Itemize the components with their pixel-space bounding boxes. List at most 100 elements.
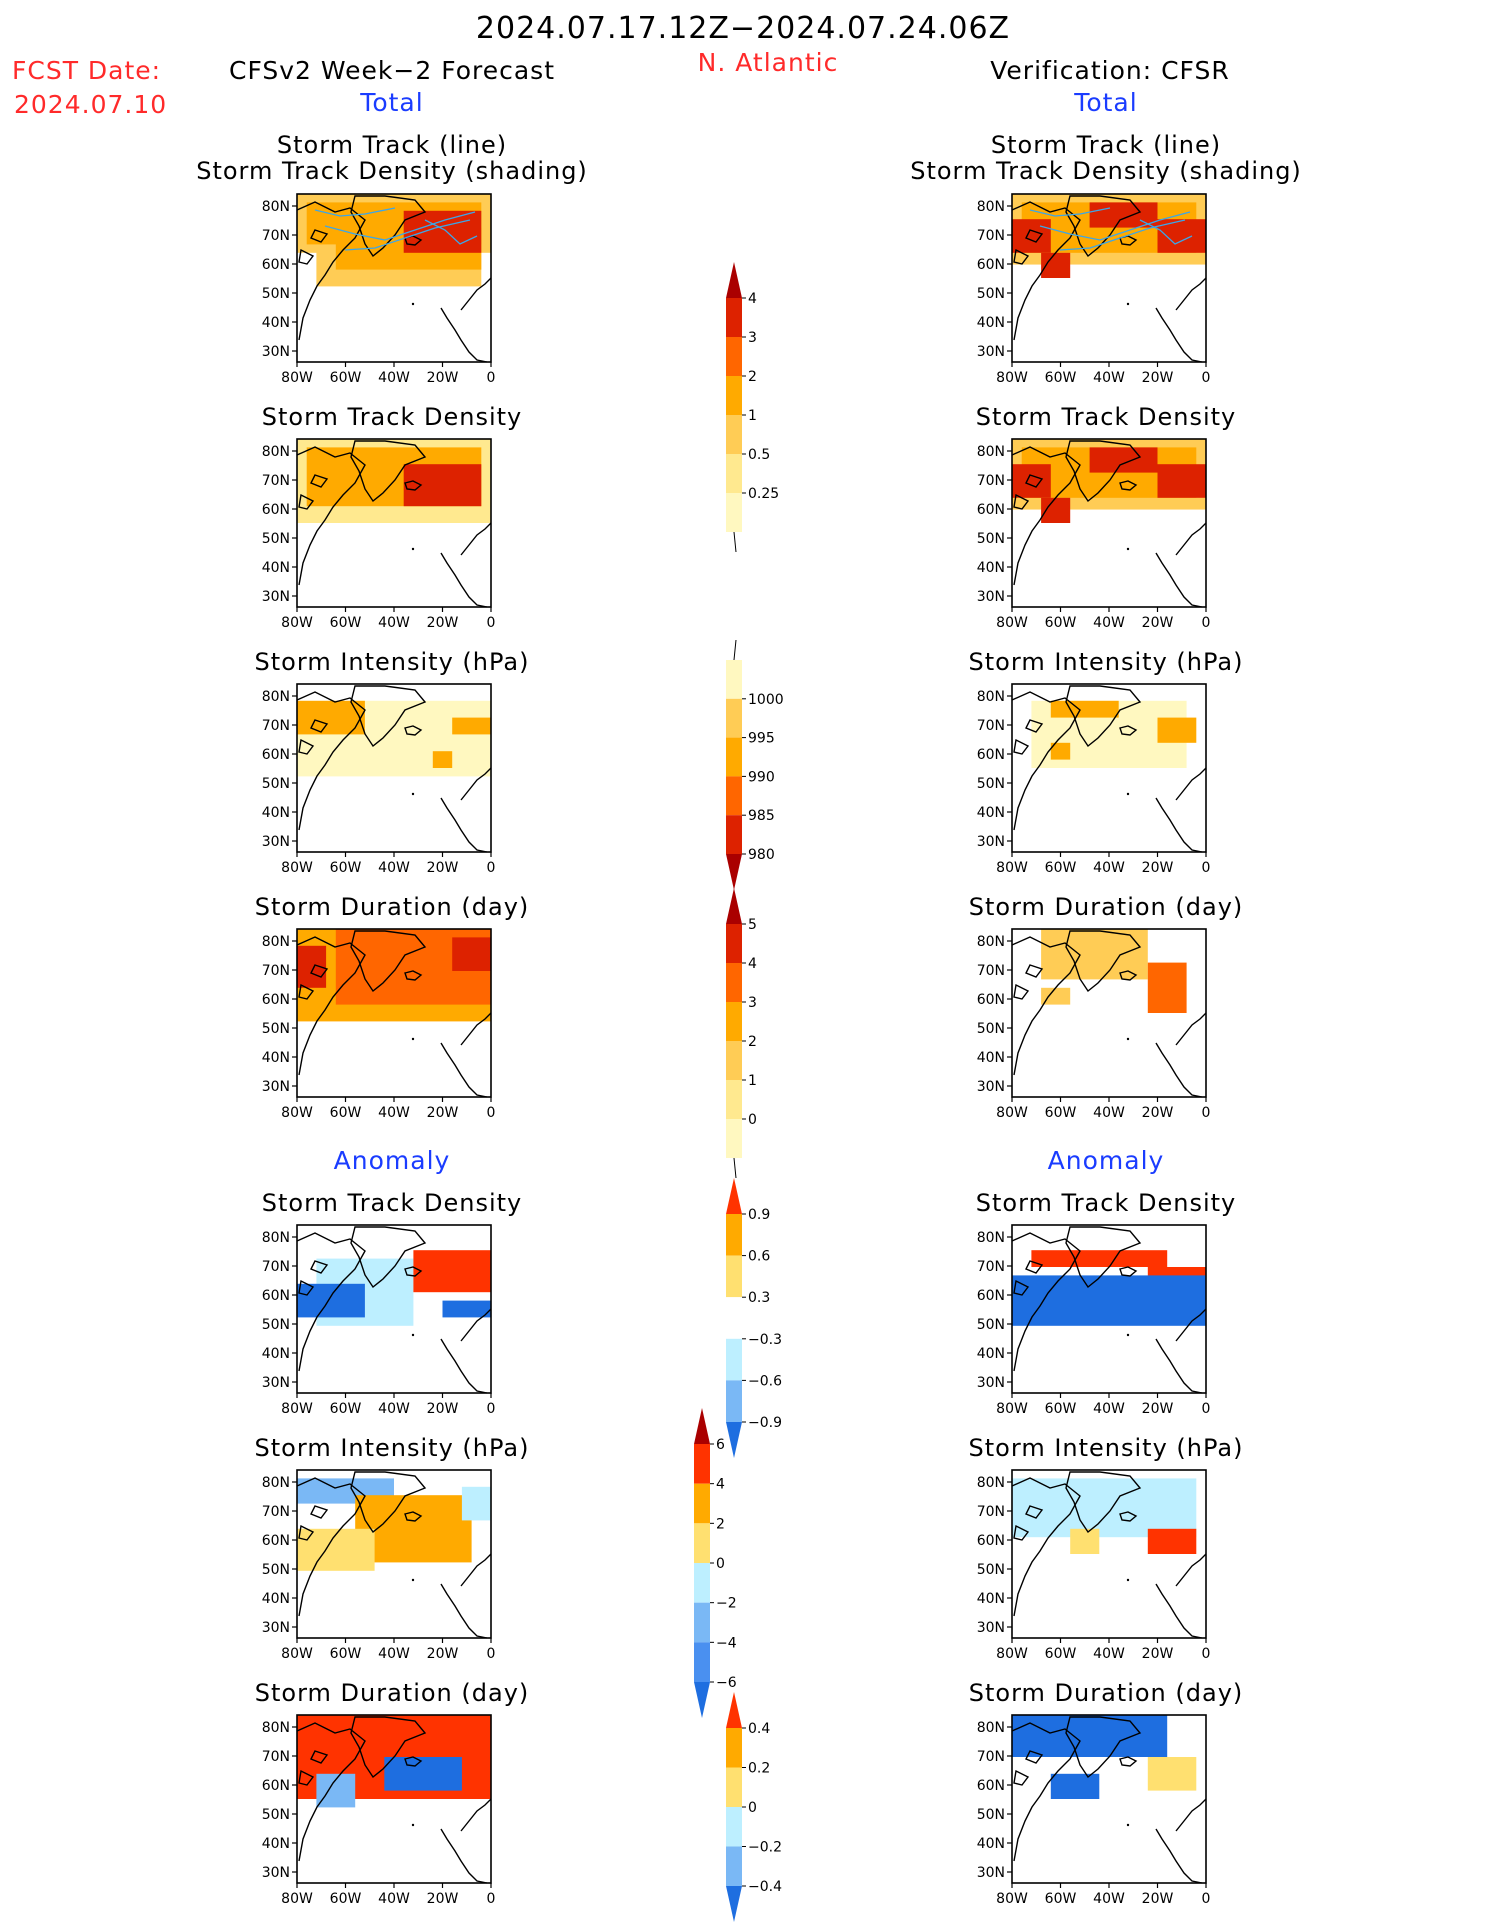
colorbar-tail — [733, 531, 737, 552]
panel-title-density-left: Storm Track Density — [261, 403, 523, 431]
colorbar-segment — [694, 1444, 710, 1484]
coastline — [460, 277, 492, 311]
lat-label: 70N — [977, 963, 1005, 979]
coastline — [1065, 1716, 1142, 1779]
coastline — [1025, 719, 1044, 733]
lon-label: 0 — [1202, 370, 1210, 385]
lon-label: 0 — [487, 1105, 495, 1120]
lon-label: 20W — [427, 1646, 459, 1661]
lat-label: 30N — [262, 834, 290, 850]
coastline — [310, 1505, 329, 1519]
colorbar-segment — [694, 1602, 710, 1643]
colorbar-segment — [726, 454, 742, 493]
lon-label: 60W — [1045, 615, 1077, 630]
forecast-title: CFSv2 Week−2 Forecast — [229, 56, 555, 85]
lon-label: 80W — [281, 370, 313, 385]
lat-label: 80N — [977, 934, 1005, 950]
colorbar-intensity: 1000 995 990 985 980 — [726, 640, 784, 890]
map-anom-intensity-verification: 80N 70N 60N 50N 40N 30N 80W 60W 40W 20W 0 — [977, 1469, 1210, 1661]
lat-label: 30N — [977, 589, 1005, 605]
colorbar-segment — [726, 1728, 742, 1768]
colorbar-anom-density: 0.9 0.6 0.3 −0.3 −0.6 −0.9 — [726, 1178, 782, 1458]
coastline — [1155, 1583, 1203, 1639]
colorbar-label: −0.9 — [748, 1415, 782, 1431]
lon-label: 0 — [487, 1401, 495, 1416]
lon-label: 40W — [1093, 1105, 1125, 1120]
anomaly-label-right: Anomaly — [1047, 1146, 1165, 1175]
coastline — [1065, 930, 1142, 993]
lon-label: 20W — [427, 1105, 459, 1120]
coastline — [440, 1828, 488, 1884]
island-dot — [1126, 1333, 1130, 1337]
lon-label: 0 — [487, 370, 495, 385]
panel-title-track-shading-left: Storm Track Density (shading) — [196, 157, 588, 185]
colorbar-segment — [726, 924, 742, 963]
lon-label: 80W — [996, 615, 1028, 630]
island-dot — [1126, 547, 1130, 551]
coastline — [1013, 1524, 1030, 1541]
colorbar-label: 1 — [748, 1073, 757, 1089]
coastline — [1011, 1477, 1081, 1617]
storm-track — [424, 219, 478, 245]
field-cell — [1012, 1715, 1168, 1757]
lon-label: 80W — [996, 1401, 1028, 1416]
field-cell — [1031, 1250, 1168, 1267]
island-dot — [1126, 1823, 1130, 1827]
storm-track — [1139, 219, 1193, 245]
lon-label: 40W — [378, 615, 410, 630]
total-label-right: Total — [1074, 88, 1138, 117]
coastline — [296, 1722, 366, 1862]
total-label-left: Total — [360, 88, 424, 117]
storm-track — [344, 219, 471, 251]
colorbar-arrow — [726, 262, 742, 298]
coastline — [298, 1769, 315, 1786]
lat-label: 60N — [262, 992, 290, 1008]
colorbar-arrow — [726, 1692, 742, 1728]
field-cell — [1147, 1757, 1197, 1791]
coastline — [460, 1798, 492, 1832]
storm-track — [324, 211, 476, 241]
lon-label: 40W — [1093, 1646, 1125, 1661]
coastline — [1065, 440, 1142, 503]
lon-label: 60W — [1045, 1105, 1077, 1120]
field-cell — [461, 1486, 491, 1521]
coastline — [1175, 522, 1207, 556]
coastline — [1175, 277, 1207, 311]
coastline — [298, 738, 315, 755]
lon-label: 20W — [427, 860, 459, 875]
coastline — [1119, 725, 1138, 736]
colorbar-label: 980 — [748, 847, 775, 863]
coastline — [350, 685, 427, 748]
lat-label: 60N — [262, 1778, 290, 1794]
colorbar-segment — [726, 1297, 742, 1339]
colorbar-segment — [726, 660, 742, 699]
lat-label: 30N — [262, 1620, 290, 1636]
island-dot — [1126, 302, 1130, 306]
colorbar-arrow — [726, 1178, 742, 1214]
coastline — [1155, 797, 1203, 853]
coastline — [1013, 248, 1030, 265]
lat-label: 80N — [262, 1230, 290, 1246]
colorbar-segment — [726, 415, 742, 454]
lat-label: 60N — [977, 257, 1005, 273]
lon-label: 20W — [1142, 1401, 1174, 1416]
colorbar-label: 4 — [716, 1477, 725, 1493]
lat-label: 50N — [977, 286, 1005, 302]
lat-label: 70N — [262, 718, 290, 734]
colorbar-segment — [726, 1041, 742, 1080]
coastline — [1013, 738, 1030, 755]
island-dot — [411, 1333, 415, 1337]
colorbar-segment — [726, 1119, 742, 1158]
field-cell — [442, 1300, 491, 1318]
island-dot — [411, 1823, 415, 1827]
colorbar-label: −0.2 — [748, 1840, 782, 1856]
coastline — [296, 1477, 366, 1617]
lon-label: 0 — [487, 1891, 495, 1906]
coastline — [1175, 1553, 1207, 1587]
lat-label: 30N — [262, 1375, 290, 1391]
lon-label: 40W — [1093, 1891, 1125, 1906]
coastline — [1011, 1722, 1081, 1862]
coastline — [1013, 1279, 1030, 1296]
map-track-verification: 80N 70N 60N 50N 40N 30N 80W 60W 40W 20W 0 — [977, 193, 1210, 385]
lat-label: 70N — [262, 1504, 290, 1520]
